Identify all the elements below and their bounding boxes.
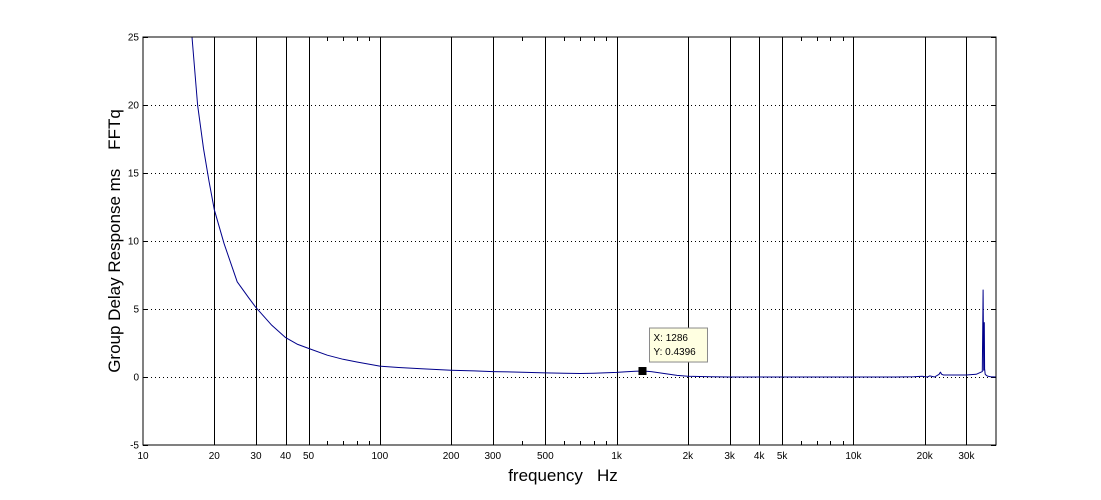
x-tick-label: 2k: [683, 451, 695, 462]
x-tick-label: 4k: [754, 451, 766, 462]
axis-ticks: [143, 37, 996, 446]
datatip-box[interactable]: [648, 327, 708, 363]
x-tick-label: 200: [443, 451, 460, 462]
x-tick-label: 1k: [611, 451, 623, 462]
x-tick-label: 10: [137, 451, 149, 462]
y-tick-label: -5: [130, 441, 139, 452]
tick-labels: 10 20 30 40 50 100 200 300 500 1k 2k 3k 4k 5k 10k 20k 30…: [128, 33, 976, 463]
x-tick-label: 500: [537, 451, 554, 462]
y-tick-label: 5: [133, 305, 139, 316]
y-tick-label: 20: [128, 101, 140, 112]
x-tick-label: 20: [209, 451, 221, 462]
datatip[interactable]: X: 1286 Y: 0.4396: [638, 327, 708, 376]
series-line: [191, 36, 997, 378]
y-tick-label: 25: [128, 33, 140, 44]
x-axis-label: frequency Hz: [508, 466, 618, 485]
x-tick-label: 300: [484, 451, 501, 462]
x-tick-label: 5k: [777, 451, 789, 462]
x-tick-label: 20k: [917, 451, 934, 462]
x-tick-label: 40: [280, 451, 292, 462]
y-tick-label: 10: [128, 237, 140, 248]
plot-background: [143, 37, 996, 445]
datatip-marker[interactable]: [638, 367, 647, 376]
x-tick-label: 50: [303, 451, 315, 462]
x-tick-label: 10k: [845, 451, 862, 462]
y-tick-label: 15: [128, 169, 140, 180]
datatip-x-text: X: 1286: [653, 333, 688, 344]
datatip-y-text: Y: 0.4396: [653, 347, 696, 358]
y-tick-label: 0: [133, 373, 139, 384]
x-tick-label: 100: [371, 451, 388, 462]
plot-frame: [142, 36, 997, 446]
y-axis-label: Group Delay Response ms FFTq: [105, 109, 124, 373]
x-tick-label: 30k: [958, 451, 975, 462]
series-layer: [191, 36, 997, 378]
x-tick-label: 3k: [724, 451, 736, 462]
x-tick-label: 30: [250, 451, 262, 462]
